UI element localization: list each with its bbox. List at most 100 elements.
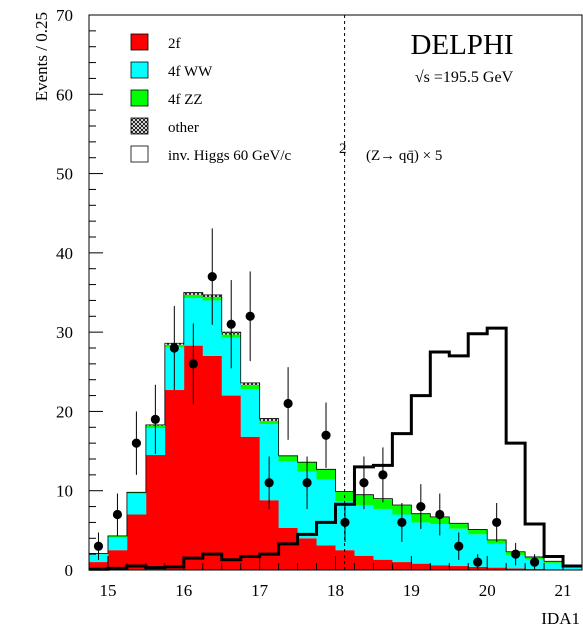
bar-2f-4 <box>164 390 185 570</box>
bar-2f-11 <box>297 538 317 570</box>
bar-4f-zz-13 <box>335 491 355 502</box>
data-point-9 <box>264 478 274 488</box>
x-tick-label-15: 15 <box>99 581 116 600</box>
bar-2f-0 <box>89 562 109 570</box>
x-tick-label-20: 20 <box>479 581 496 600</box>
legend-label-2: 4f ZZ <box>168 92 203 108</box>
bar-2f-8 <box>240 436 261 570</box>
legend: 2f 4f WW 4f ZZ other inv. Higgs 60 GeV/c 2 (Z→… <box>130 33 442 164</box>
data-point-7 <box>226 319 236 329</box>
data-point-6 <box>207 272 217 282</box>
data-point-17 <box>416 501 426 512</box>
bar-4f-ww-6 <box>202 300 223 356</box>
x-tick-label-16: 16 <box>175 581 192 600</box>
bar-2f-2 <box>126 514 147 570</box>
axes: 0 10 20 30 40 50 60 70 15 16 17 18 19 20 21 <box>56 6 583 600</box>
plot-area <box>88 15 583 571</box>
bar-2f-17 <box>411 563 431 570</box>
bar-2f-16 <box>392 562 412 570</box>
bar-4f-ww-17 <box>411 522 431 564</box>
x-tick-label-21: 21 <box>555 581 572 600</box>
bar-2f-21 <box>487 567 507 570</box>
data-point-20 <box>473 557 483 567</box>
bar-4f-ww-21 <box>487 543 507 568</box>
y-tick-label-50: 50 <box>56 165 73 184</box>
legend-label-0: 2f <box>168 36 181 52</box>
bar-4f-zz-2 <box>126 492 147 494</box>
bar-2f-22 <box>506 568 526 570</box>
bar-4f-ww-18 <box>430 524 450 566</box>
legend-swatch-1 <box>130 61 149 79</box>
legend-label-1: 4f WW <box>168 64 213 80</box>
bar-other-5 <box>183 292 204 295</box>
legend-swatch-3 <box>130 117 149 135</box>
bar-4f-ww-25 <box>563 566 583 570</box>
data-point-4 <box>169 343 179 353</box>
legend-label-4: inv. Higgs 60 GeV/c <box>168 148 292 164</box>
background-sum-outline <box>88 292 582 570</box>
data-point-12 <box>321 430 331 440</box>
data-point-5 <box>188 359 198 369</box>
data-point-11 <box>302 478 312 488</box>
bar-4f-zz-1 <box>107 535 128 538</box>
signal-histogram-line <box>89 326 582 571</box>
bar-4f-zz-21 <box>487 539 507 544</box>
chart-subtitle: √s =195.5 GeV <box>415 69 514 86</box>
bar-4f-zz-20 <box>468 529 488 535</box>
y-tick-label-30: 30 <box>56 323 73 342</box>
bar-2f-19 <box>449 566 469 570</box>
bar-2f-1 <box>107 550 128 570</box>
bar-4f-ww-2 <box>126 493 147 515</box>
bar-4f-zz-5 <box>183 294 204 299</box>
data-point-19 <box>454 541 464 551</box>
bar-4f-ww-10 <box>278 461 298 528</box>
bar-4f-ww-8 <box>240 389 261 437</box>
bar-4f-zz-19 <box>449 523 469 529</box>
bar-other-9 <box>259 418 280 421</box>
data-point-8 <box>245 311 255 321</box>
data-point-15 <box>378 470 388 480</box>
legend-label-superscript: 2 <box>339 141 347 157</box>
bar-4f-ww-14 <box>354 504 374 556</box>
bar-4f-ww-12 <box>316 479 336 546</box>
bar-4f-zz-10 <box>278 455 298 462</box>
legend-label-3: other <box>168 120 199 136</box>
y-tick-label-0: 0 <box>65 561 74 580</box>
data-point-16 <box>397 517 407 528</box>
data-point-13 <box>340 517 350 528</box>
bar-other-8 <box>240 382 261 386</box>
legend-swatch-4 <box>130 145 149 163</box>
y-tick-label-60: 60 <box>56 85 73 104</box>
bar-2f-15 <box>373 559 393 570</box>
bar-4f-zz-15 <box>373 498 393 509</box>
data-point-0 <box>93 541 104 551</box>
bar-2f-13 <box>335 550 355 570</box>
x-tick-label-18: 18 <box>327 581 344 600</box>
bar-2f-7 <box>221 395 242 570</box>
x-tick-label-19: 19 <box>403 581 420 600</box>
y-axis-title: Events / 0.25 <box>32 12 51 101</box>
legend-swatch-0 <box>130 33 149 51</box>
signal-channel-label: (Z→ qq̄) × 5 <box>366 148 442 164</box>
bar-2f-14 <box>354 555 374 570</box>
data-point-10 <box>283 398 293 409</box>
bar-2f-6 <box>202 355 223 570</box>
data-point-14 <box>359 478 369 488</box>
data-point-23 <box>529 557 540 567</box>
bar-4f-ww-24 <box>544 562 564 570</box>
bar-4f-zz-12 <box>316 469 336 480</box>
bar-2f-10 <box>278 527 298 570</box>
data-point-18 <box>435 509 445 520</box>
data-point-1 <box>112 509 123 520</box>
bar-4f-zz-8 <box>240 385 261 390</box>
y-tick-label-20: 20 <box>56 402 73 421</box>
bar-4f-ww-15 <box>373 508 393 560</box>
bar-2f-12 <box>316 545 336 570</box>
bar-2f-5 <box>183 345 204 570</box>
legend-swatch-2 <box>130 89 149 107</box>
data-point-21 <box>492 517 502 528</box>
bar-2f-3 <box>145 455 166 570</box>
chart-title: DELPHI <box>410 29 513 61</box>
bar-4f-ww-1 <box>107 537 128 551</box>
